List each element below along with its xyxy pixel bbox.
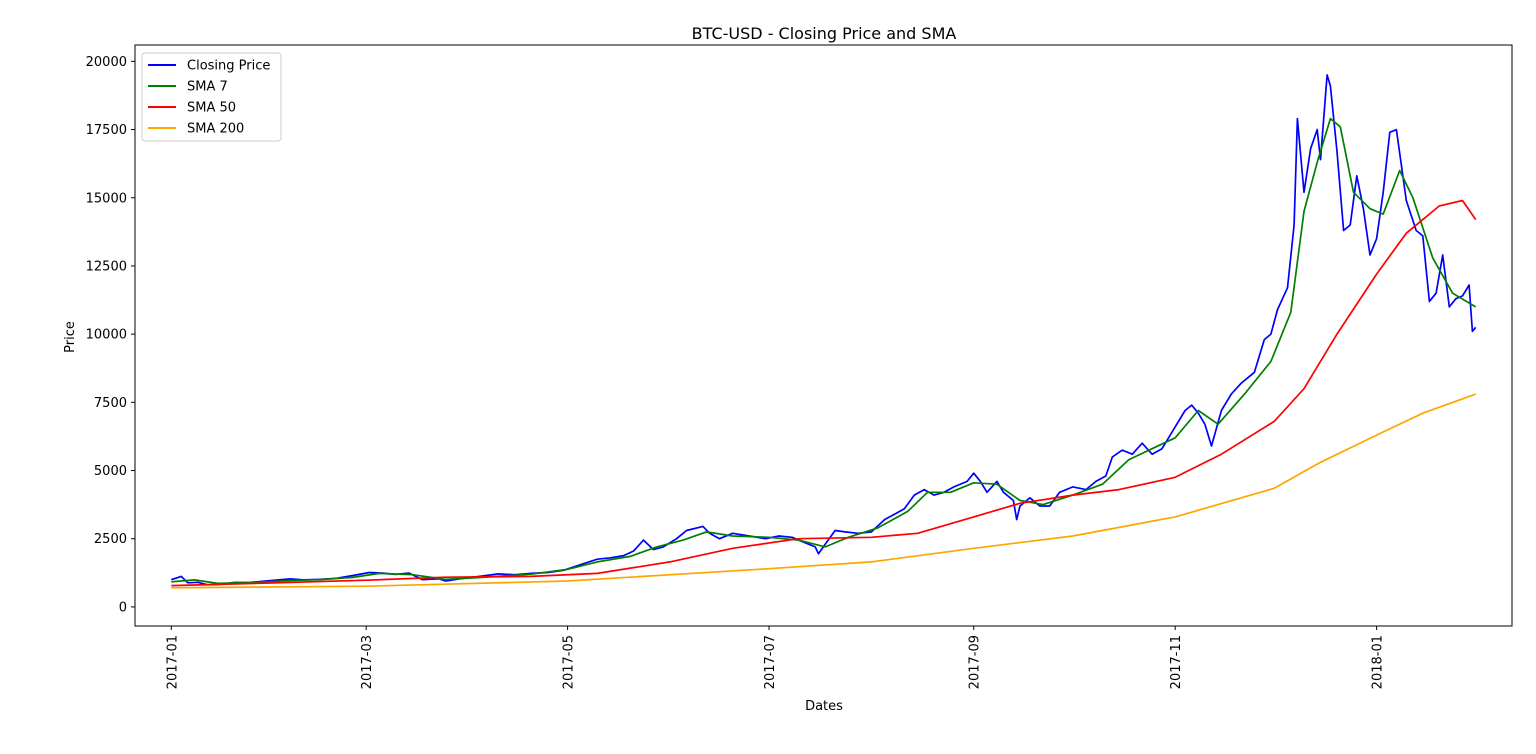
x-tick-label: 2017-01 [165, 635, 180, 689]
plot-frame [134, 44, 1513, 627]
legend: Closing Price SMA 7 SMA 50 SMA 200 [141, 52, 282, 142]
y-tick-label: 5000 [94, 464, 127, 479]
legend-label: Closing Price [187, 59, 270, 74]
y-tick-label: 7500 [94, 396, 127, 411]
y-axis-label: Price [63, 321, 78, 353]
x-tick-label: 2017-11 [1169, 635, 1184, 689]
y-axis: 0 2500 5000 7500 10000 12500 15000 17500 20000 [86, 55, 135, 615]
x-axis: 2017-01 2017-03 2017-05 2017-07 2017-09 2017-… [165, 626, 1386, 689]
series-group [171, 74, 1477, 589]
y-tick-label: 15000 [86, 191, 127, 206]
y-tick-label: 2500 [94, 532, 127, 547]
legend-box [141, 52, 282, 142]
x-tick-label: 2017-09 [968, 635, 983, 689]
y-tick-label: 12500 [86, 259, 127, 274]
legend-label: SMA 200 [187, 122, 244, 137]
x-tick-label: 2017-07 [763, 635, 778, 689]
legend-label: SMA 50 [187, 101, 236, 116]
y-tick-label: 0 [119, 600, 127, 615]
y-tick-label: 20000 [86, 55, 127, 70]
x-tick-label: 2018-01 [1371, 635, 1386, 689]
legend-label: SMA 7 [187, 80, 228, 95]
series-line-sma-50 [171, 199, 1477, 587]
x-axis-label: Dates [805, 699, 843, 714]
y-tick-label: 17500 [86, 123, 127, 138]
chart-title: BTC-USD - Closing Price and SMA [692, 24, 957, 43]
y-tick-label: 10000 [86, 328, 127, 343]
x-tick-label: 2017-05 [562, 635, 577, 689]
x-tick-label: 2017-03 [360, 635, 375, 689]
series-line-sma-200 [171, 393, 1476, 589]
